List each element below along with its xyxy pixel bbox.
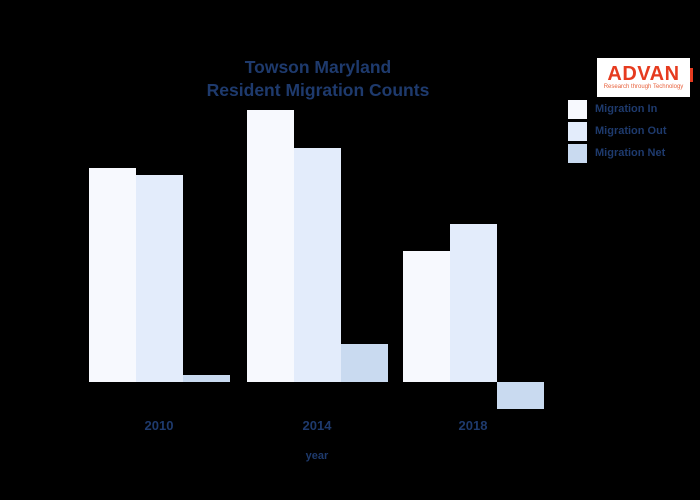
- legend-item-migration-net: Migration Net: [568, 142, 667, 164]
- advan-logo-mark: [690, 68, 693, 82]
- legend-swatch-migration-in: [568, 99, 587, 119]
- advan-logo-text: ADVAN: [607, 63, 680, 85]
- bar-migration-in-2010: [89, 168, 136, 382]
- bar-migration-out-2010: [136, 175, 183, 382]
- bar-migration-in-2018: [403, 251, 450, 382]
- bar-migration-net-2010: [183, 375, 230, 382]
- legend-swatch-migration-net: [568, 143, 587, 163]
- bar-migration-net-2018: [497, 382, 544, 409]
- legend-label-migration-out: Migration Out: [595, 125, 667, 137]
- bar-migration-net-2014: [341, 344, 388, 382]
- bar-migration-in-2014: [247, 110, 294, 382]
- bar-migration-out-2014: [294, 148, 341, 382]
- advan-logo: ADVAN Research through Technology: [597, 58, 693, 97]
- x-axis-label: year: [305, 450, 329, 462]
- legend-label-migration-net: Migration Net: [595, 147, 666, 159]
- chart-title-line1: Towson Maryland: [244, 57, 392, 77]
- advan-logo-tagline: Research through Technology: [603, 84, 684, 90]
- x-tick-2014: 2014: [302, 418, 332, 433]
- legend-item-migration-out: Migration Out: [568, 120, 667, 142]
- chart-legend: Migration In Migration Out Migration Net: [568, 98, 667, 164]
- legend-label-migration-in: Migration In: [595, 103, 658, 115]
- x-tick-2010: 2010: [144, 418, 174, 433]
- chart-title-line2: Resident Migration Counts: [206, 80, 430, 100]
- chart-title: Towson Maryland Resident Migration Count…: [108, 56, 528, 102]
- legend-item-migration-in: Migration In: [568, 98, 667, 120]
- legend-swatch-migration-out: [568, 121, 587, 141]
- x-tick-2018: 2018: [458, 418, 488, 433]
- bar-migration-out-2018: [450, 224, 497, 382]
